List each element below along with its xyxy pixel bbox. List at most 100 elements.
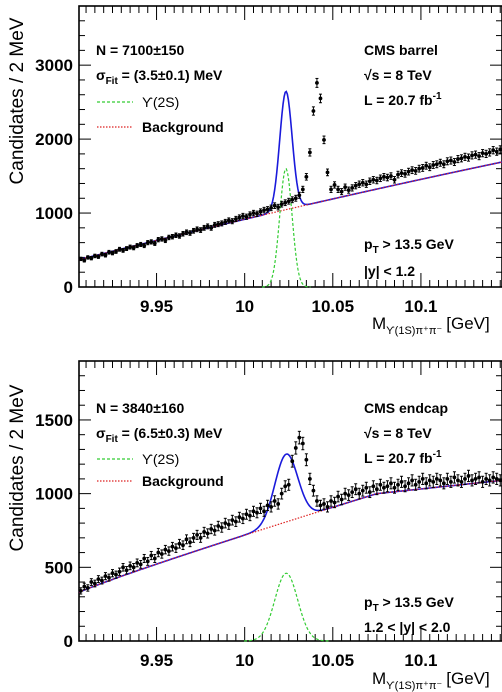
data-point xyxy=(360,180,365,185)
data-point xyxy=(448,479,453,484)
data-points xyxy=(78,77,502,263)
data-point xyxy=(403,171,407,176)
data-point xyxy=(382,174,386,179)
data-point xyxy=(248,513,252,518)
data-point xyxy=(389,481,393,486)
data-point xyxy=(237,515,242,520)
data-point xyxy=(241,516,245,521)
data-point xyxy=(107,250,111,255)
data-point xyxy=(399,171,404,176)
data-point xyxy=(371,484,376,489)
data-point xyxy=(244,214,249,219)
cut-rapidity: |y| < 1.2 xyxy=(364,263,415,279)
fit-curves xyxy=(78,453,502,642)
data-point xyxy=(304,457,309,462)
lumi-exponent: -1 xyxy=(433,449,442,460)
data-point xyxy=(307,476,312,481)
x-tick-label: 9.95 xyxy=(140,651,173,670)
data-point xyxy=(385,484,390,489)
plot-frame xyxy=(78,5,502,288)
data-point xyxy=(473,476,478,481)
pt-value: > 13.5 GeV xyxy=(379,594,455,610)
y-axis-label: Candidates / 2 MeV xyxy=(7,17,28,184)
data-point xyxy=(121,248,125,253)
data-point xyxy=(78,257,83,261)
data-point xyxy=(110,251,115,255)
chart-panel-endcap: Candidates / 2 MeV 0 500 1000 1500 9.95 10 10.… xyxy=(7,360,502,692)
data-point xyxy=(382,485,386,490)
data-point xyxy=(96,577,101,582)
data-point xyxy=(456,157,460,161)
sigma-symbol: σ xyxy=(96,67,106,83)
data-point xyxy=(159,237,164,241)
data-point xyxy=(135,560,140,565)
data-point xyxy=(177,541,182,546)
data-point xyxy=(135,243,140,248)
data-point xyxy=(184,537,189,542)
sigma-subscript: Fit xyxy=(106,76,119,87)
data-point xyxy=(78,588,83,593)
sigma-value: = (3.5±0.1) MeV xyxy=(118,67,223,83)
data-point xyxy=(191,535,196,540)
data-point xyxy=(406,169,411,174)
data-point xyxy=(226,218,231,223)
data-point xyxy=(434,162,439,167)
data-point xyxy=(82,258,87,263)
data-point xyxy=(378,176,383,181)
data-point xyxy=(241,214,245,218)
data-point xyxy=(484,476,489,481)
pt-value: > 13.5 GeV xyxy=(379,236,455,252)
data-point xyxy=(181,543,185,548)
legend-background-label: Background xyxy=(142,119,224,135)
data-point xyxy=(255,211,259,216)
data-point xyxy=(339,497,344,502)
y-axis-label: Candidates / 2 MeV xyxy=(7,384,28,551)
lumi-value: L = 20.7 fb xyxy=(364,450,433,466)
data-point xyxy=(293,446,298,450)
data-point xyxy=(480,479,485,484)
data-point xyxy=(413,482,418,487)
data-point xyxy=(251,211,256,215)
data-point xyxy=(300,441,305,446)
data-point xyxy=(216,524,221,528)
data-point xyxy=(452,475,457,480)
data-point xyxy=(230,518,235,523)
data-point xyxy=(477,475,481,480)
data-point xyxy=(441,162,446,167)
data-point xyxy=(353,487,358,492)
data-point xyxy=(396,172,400,177)
data-point xyxy=(311,109,316,113)
x-axis-label: Mϒ(1S)π⁺π⁻ [GeV] xyxy=(372,669,490,692)
data-point xyxy=(131,245,136,250)
data-point xyxy=(318,503,323,508)
data-point xyxy=(385,175,390,180)
data-point xyxy=(353,183,358,188)
cut-pt: pT > 13.5 GeV xyxy=(364,236,454,256)
data-point xyxy=(322,502,326,506)
data-point xyxy=(424,481,429,486)
data-point xyxy=(396,482,400,487)
data-point xyxy=(329,499,333,503)
data-point xyxy=(315,499,319,503)
data-point xyxy=(473,152,478,157)
info-energy: √s = 8 TeV xyxy=(364,425,432,441)
data-point xyxy=(431,479,436,484)
data-point xyxy=(85,255,90,260)
data-point xyxy=(237,215,242,220)
data-point xyxy=(487,478,492,483)
data-point xyxy=(403,484,407,489)
data-point xyxy=(89,256,94,261)
info-title: CMS endcap xyxy=(364,400,448,416)
data-point xyxy=(233,217,238,221)
signal-fit-line xyxy=(261,168,311,288)
pt-symbol: p xyxy=(364,236,373,252)
data-point xyxy=(357,491,362,496)
x-label-subscript: ϒ(1S)π⁺π⁻ xyxy=(386,680,442,692)
data-point xyxy=(272,499,277,503)
data-point xyxy=(346,188,351,193)
data-point xyxy=(191,228,196,233)
y-tick-label: 1500 xyxy=(35,411,73,430)
data-point xyxy=(265,207,270,212)
data-point xyxy=(92,254,97,258)
data-point xyxy=(188,540,192,545)
